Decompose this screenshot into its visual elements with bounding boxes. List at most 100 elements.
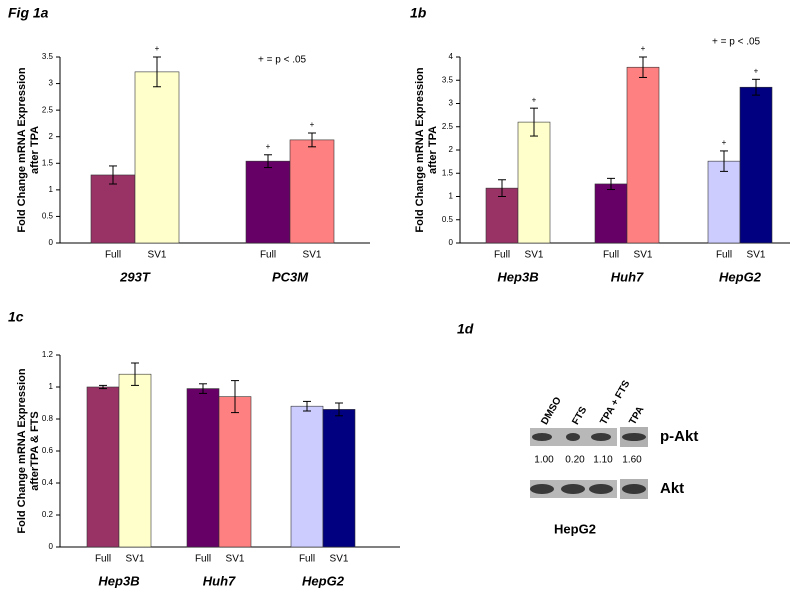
y-tick-label: 0.5 (442, 215, 454, 224)
quantification-label: 0.20 (565, 455, 585, 466)
error-bar (752, 78, 760, 96)
significance-marker: + (310, 120, 315, 129)
y-axis-label: afterTPA & FTS (29, 411, 41, 490)
blot-band (566, 433, 580, 441)
y-axis-label: Fold Change mRNA Expression (16, 67, 28, 233)
panel-title: 1b (410, 5, 427, 21)
blot-band (589, 484, 613, 494)
y-tick-label: 0.8 (42, 414, 54, 423)
error-bar (153, 56, 161, 88)
x-tick-label: Full (105, 250, 121, 261)
y-tick-label: 2.5 (442, 122, 454, 131)
y-tick-label: 1.2 (42, 350, 54, 359)
y-tick-label: 0.2 (42, 510, 54, 519)
group-label: Hep3B (98, 573, 139, 588)
row-label: Akt (660, 480, 684, 497)
y-tick-label: 3.5 (442, 75, 454, 84)
y-tick-label: 3.5 (42, 52, 54, 61)
x-tick-label: SV1 (634, 250, 653, 261)
significance-marker: + (155, 44, 160, 53)
cell-line-label: HepG2 (554, 521, 596, 536)
bar (218, 396, 252, 548)
y-tick-label: 0 (49, 238, 54, 247)
x-tick-label: Full (195, 554, 211, 565)
error-bar (131, 362, 139, 386)
panel-title: 1d (457, 321, 474, 337)
significance-marker: + (754, 66, 759, 75)
bar (134, 71, 180, 244)
bar (118, 373, 152, 548)
error-bar (720, 150, 728, 172)
quantification-label: 1.00 (534, 455, 554, 466)
y-tick-label: 0 (449, 238, 454, 247)
significance-marker: + (641, 44, 646, 53)
annotation: + = p < .05 (712, 37, 761, 48)
bar (485, 187, 519, 244)
blot-band (561, 484, 585, 494)
error-bar (303, 400, 311, 412)
y-tick-label: 2 (449, 145, 454, 154)
group-label: 293T (119, 269, 151, 284)
error-bar (199, 383, 207, 394)
y-tick-label: 4 (449, 52, 454, 61)
y-axis-label: Fold Change mRNA Expression (414, 67, 426, 233)
group-label: Hep3B (497, 269, 538, 284)
error-bar (530, 107, 538, 137)
error-bar (607, 177, 615, 191)
x-tick-label: Full (494, 250, 510, 261)
panel-title: Fig 1a (8, 5, 49, 21)
error-bar (99, 384, 107, 390)
bar (707, 160, 741, 244)
y-tick-label: 2 (49, 132, 54, 141)
error-bar (498, 179, 506, 197)
bar (245, 160, 291, 244)
bar (517, 121, 551, 244)
x-tick-label: Full (299, 554, 315, 565)
x-tick-label: SV1 (330, 554, 349, 565)
y-axis-label: Fold Change mRNA Expression (16, 368, 28, 534)
x-tick-label: Full (260, 250, 276, 261)
x-tick-label: Full (716, 250, 732, 261)
y-tick-label: 0.6 (42, 446, 54, 455)
blot-band (622, 484, 646, 494)
y-axis-label: after TPA (427, 126, 439, 174)
y-tick-label: 0 (49, 542, 54, 551)
bar (86, 386, 120, 548)
bar (186, 388, 220, 548)
row-label: p-Akt (660, 428, 698, 445)
x-tick-label: SV1 (747, 250, 766, 261)
bar (739, 86, 773, 244)
blot-band (530, 484, 554, 494)
group-label: HepG2 (719, 269, 762, 284)
y-axis-label: after TPA (29, 126, 41, 174)
bar (322, 409, 356, 548)
significance-marker: + (722, 138, 727, 147)
error-bar (308, 132, 316, 148)
group-label: PC3M (272, 269, 309, 284)
x-tick-label: SV1 (148, 250, 167, 261)
error-bar (231, 380, 239, 414)
group-label: Huh7 (203, 573, 236, 588)
annotation: + = p < .05 (258, 55, 307, 66)
y-tick-label: 3 (449, 99, 454, 108)
y-tick-label: 1 (49, 382, 54, 391)
error-bar (109, 165, 117, 185)
x-tick-label: SV1 (226, 554, 245, 565)
y-tick-label: 1.5 (442, 168, 454, 177)
y-tick-label: 1.5 (42, 158, 54, 167)
blot-band (622, 433, 646, 441)
blot-band (532, 433, 552, 441)
quantification-label: 1.10 (593, 455, 613, 466)
x-tick-label: Full (95, 554, 111, 565)
y-tick-label: 0.4 (42, 478, 54, 487)
group-label: Huh7 (611, 269, 644, 284)
blot-band (591, 433, 611, 441)
bar (594, 183, 628, 244)
bar (90, 174, 136, 244)
x-tick-label: SV1 (525, 250, 544, 261)
error-bar (264, 154, 272, 169)
y-tick-label: 1 (49, 185, 54, 194)
x-tick-label: SV1 (303, 250, 322, 261)
y-tick-label: 2.5 (42, 105, 54, 114)
y-tick-label: 1 (449, 192, 454, 201)
